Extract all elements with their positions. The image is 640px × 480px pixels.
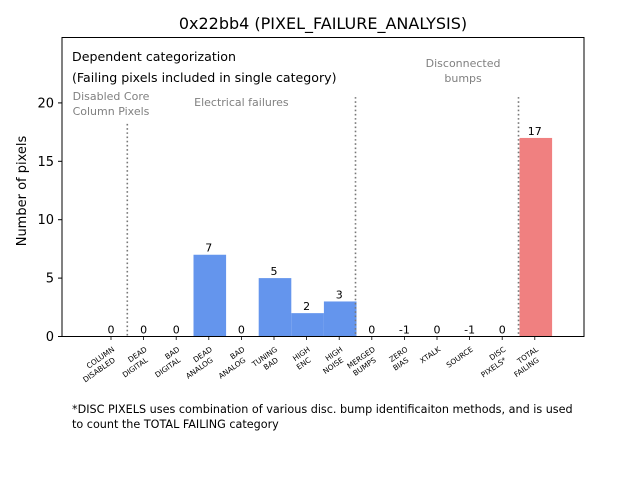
data-label: 0 — [238, 324, 245, 337]
group-label: Electrical failures — [194, 96, 289, 109]
x-tick-label: TOTALFAILING — [507, 344, 546, 379]
bar — [258, 278, 292, 337]
data-label: 0 — [140, 324, 147, 337]
x-tick-label: DISCPIXELS* — [474, 345, 513, 380]
footnote-line-1: *DISC PIXELS uses combination of various… — [72, 403, 573, 416]
x-tick-label: DEADANALOG — [179, 345, 220, 381]
x-tick-label: ZEROBIAS — [386, 345, 415, 373]
y-tick-label: 15 — [37, 155, 54, 170]
y-tick-label: 20 — [37, 96, 54, 111]
x-tick-label: MERGEDBUMPS — [345, 345, 382, 379]
group-label: Disconnected — [426, 57, 501, 70]
data-label: 2 — [303, 300, 310, 313]
data-label: 3 — [336, 288, 343, 301]
header-line: Dependent categorization — [72, 49, 236, 64]
group-label: Column Pixels — [73, 105, 150, 118]
y-tick-label: 10 — [37, 213, 54, 228]
x-tick-label: BADDIGITAL — [148, 345, 187, 380]
data-label: 0 — [434, 324, 441, 337]
plot-frame — [61, 37, 585, 337]
footnote: *DISC PIXELS uses combination of various… — [72, 402, 638, 432]
data-label: -1 — [464, 324, 475, 337]
x-tick-label: COLUMNDISABLED — [76, 345, 122, 384]
chart-title: 0x22bb4 (PIXEL_FAILURE_ANALYSIS) — [179, 14, 467, 34]
data-label: 0 — [108, 324, 115, 337]
data-label: 17 — [528, 125, 542, 138]
x-tick-label: BADANALOG — [211, 345, 252, 381]
data-label: -1 — [399, 324, 410, 337]
x-tick-label: SOURCE — [445, 345, 475, 370]
data-label: 0 — [368, 324, 375, 337]
y-tick-label: 0 — [46, 330, 54, 345]
x-tick-label: XTALK — [418, 345, 442, 366]
group-label: Disabled Core — [73, 90, 150, 103]
data-label: 0 — [173, 324, 180, 337]
header-line: (Failing pixels included in single categ… — [72, 70, 337, 85]
x-tick-label: HIGHNOISE — [316, 345, 350, 376]
group-label: bumps — [444, 72, 482, 85]
footnote-line-2: to count the TOTAL FAILING category — [72, 418, 279, 431]
x-tick-label: TUNINGBAD — [250, 345, 285, 377]
data-label: 0 — [499, 324, 506, 337]
x-tick-label: DEADDIGITAL — [115, 345, 154, 380]
data-label: 7 — [205, 242, 212, 255]
data-label: 5 — [271, 265, 278, 278]
bar — [193, 254, 227, 337]
bar — [291, 313, 324, 337]
y-tick-label: 5 — [46, 272, 54, 287]
x-tick-label: HIGHENC — [289, 345, 317, 372]
bar — [519, 137, 553, 337]
bar — [323, 301, 357, 337]
y-axis-label: Number of pixels — [15, 135, 30, 246]
